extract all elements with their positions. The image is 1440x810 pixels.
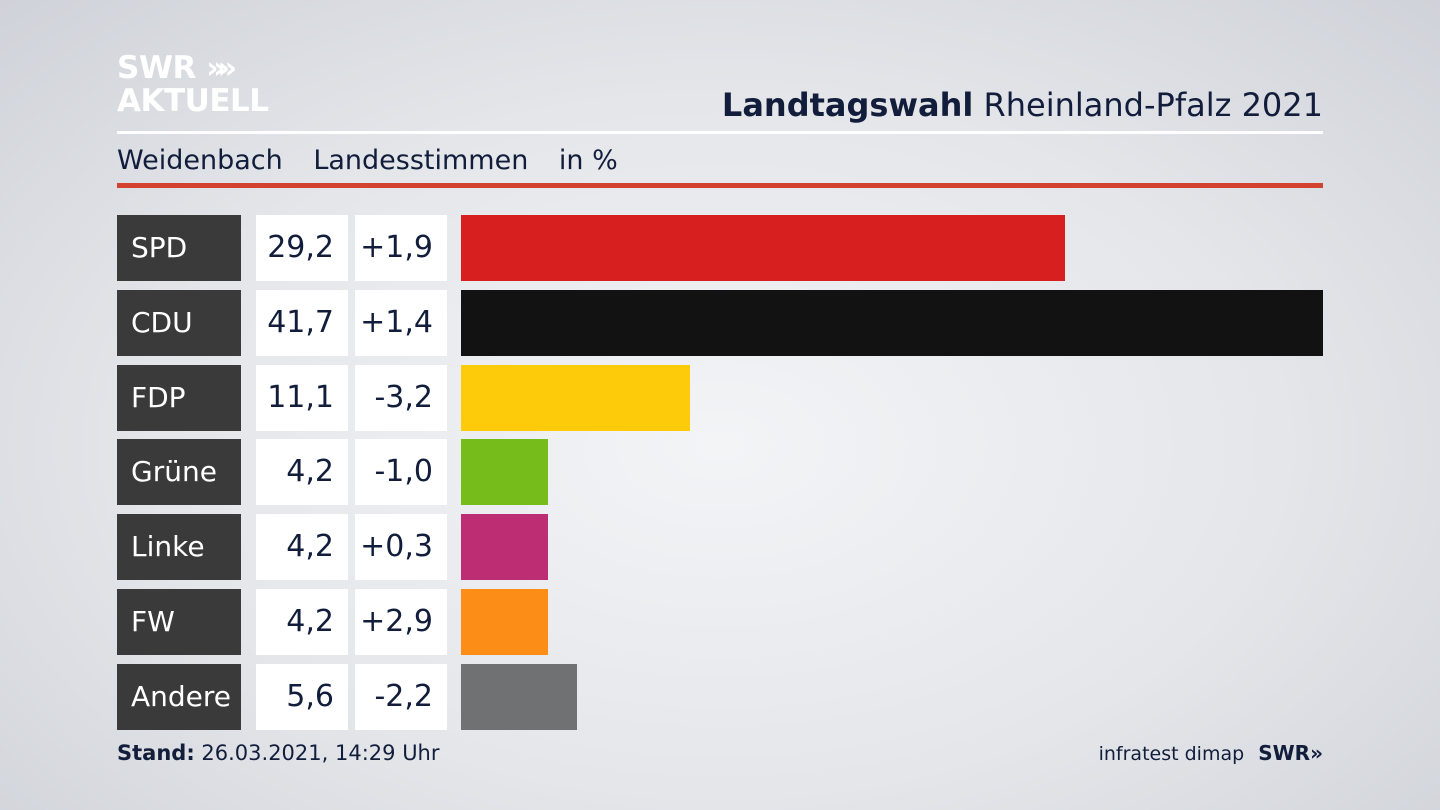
party-label: Grüne (117, 439, 241, 505)
vote-share-value: 29,2 (256, 215, 348, 281)
party-label: CDU (117, 290, 241, 356)
vote-change-value: +1,4 (355, 290, 447, 356)
stand-value: 26.03.2021, 14:29 Uhr (201, 741, 440, 765)
party-row: FW 4,2 +2,9 (117, 589, 1323, 655)
page-title: Landtagswahl Rheinland-Pfalz 2021 (722, 86, 1323, 124)
subtitle-vote-type: Landesstimmen (313, 145, 529, 176)
vote-share-bar (461, 589, 548, 655)
vote-change-value: -3,2 (355, 365, 447, 431)
logo-aktuell-text: AKTUELL (117, 83, 269, 119)
vote-share-bar (461, 215, 1065, 281)
vote-change-value: +2,9 (355, 589, 447, 655)
source-text: infratest dimap (1098, 743, 1245, 765)
vote-share-value: 5,6 (256, 664, 348, 730)
party-row: CDU 41,7 +1,4 (117, 290, 1323, 356)
vote-share-value: 4,2 (256, 589, 348, 655)
vote-change-value: +0,3 (355, 514, 447, 580)
subtitle-location: Weidenbach (117, 145, 283, 176)
source-credit: infratest dimap SWR» (1099, 741, 1323, 765)
party-row: SPD 29,2 +1,9 (117, 215, 1323, 281)
logo-chevron-icon: » (206, 51, 226, 86)
party-row: Linke 4,2 +0,3 (117, 514, 1323, 580)
vote-share-bar (461, 439, 548, 505)
vote-change-value: +1,9 (355, 215, 447, 281)
accent-divider (117, 183, 1323, 188)
party-label: FW (117, 589, 241, 655)
party-label: Andere (117, 664, 241, 730)
party-label: SPD (117, 215, 241, 281)
logo-swr-text: SWR (117, 50, 196, 86)
party-label: FDP (117, 365, 241, 431)
vote-share-value: 11,1 (256, 365, 348, 431)
party-row: Grüne 4,2 -1,0 (117, 439, 1323, 505)
vote-share-bar (461, 664, 577, 730)
chart-subtitle: Weidenbach Landesstimmen in % (117, 145, 640, 176)
vote-change-value: -2,2 (355, 664, 447, 730)
vote-share-bar (461, 365, 690, 431)
vote-share-bar (461, 290, 1323, 356)
vote-share-value: 4,2 (256, 439, 348, 505)
vote-change-value: -1,0 (355, 439, 447, 505)
timestamp: Stand: 26.03.2021, 14:29 Uhr (117, 741, 440, 765)
party-label: Linke (117, 514, 241, 580)
vote-share-value: 41,7 (256, 290, 348, 356)
party-row: Andere 5,6 -2,2 (117, 664, 1323, 730)
stand-label: Stand: (117, 741, 195, 765)
title-region: Rheinland-Pfalz 2021 (983, 86, 1323, 124)
logo-chevron-icon-2: » (217, 51, 238, 86)
title-election: Landtagswahl (721, 86, 974, 124)
party-row: FDP 11,1 -3,2 (117, 365, 1323, 431)
vote-share-value: 4,2 (256, 514, 348, 580)
vote-share-bar (461, 514, 548, 580)
header-divider (117, 131, 1323, 134)
swr-aktuell-logo: SWR »» AKTUELL (117, 52, 269, 118)
swr-footer-logo: SWR» (1258, 741, 1323, 765)
subtitle-unit: in % (558, 145, 618, 176)
